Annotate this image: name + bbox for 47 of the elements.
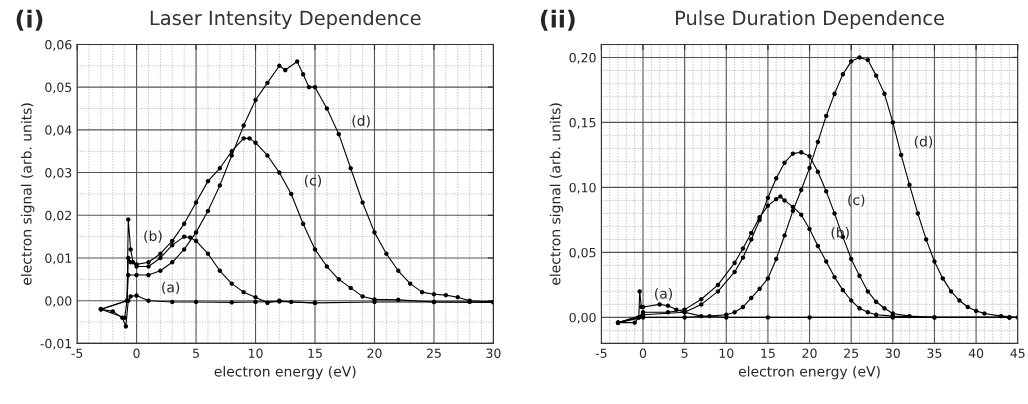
annotation: (c) [848, 194, 865, 207]
x-tick-label: 30 [885, 348, 900, 358]
y-tick-label: 0,01 [45, 253, 72, 265]
x-tick-label: 10 [248, 348, 263, 358]
x-tick-label: 35 [927, 348, 942, 358]
x-tick-label: -5 [71, 348, 83, 358]
x-tick-label: -5 [595, 348, 607, 358]
y-axis-title: electron signal (arb. units) [549, 103, 564, 285]
text: (i) [16, 9, 43, 31]
x-tick-label: 20 [367, 348, 382, 358]
x-tick-label: 25 [844, 348, 859, 358]
y-tick-label: -0,01 [40, 338, 72, 350]
y-tick-label: 0,20 [569, 52, 596, 64]
annotation: (b) [144, 230, 162, 243]
chart-title: Laser Intensity Dependence [150, 10, 421, 30]
annotation: (a) [162, 281, 180, 295]
text: (ii) [540, 9, 575, 31]
chart-title: Pulse Duration Dependence [676, 10, 944, 30]
x-tick-label: 40 [968, 348, 984, 358]
annotation: (c) [304, 174, 321, 188]
x-tick-label: 5 [681, 348, 688, 358]
x-tick-label: 5 [193, 348, 199, 358]
x-axis-title: electron energy (eV) [738, 365, 880, 380]
y-tick-label: 0,03 [45, 168, 72, 179]
y-tick-label: 0,02 [45, 210, 71, 222]
y-tick-label: 0,06 [45, 39, 72, 51]
y-tick-label: 0,00 [569, 312, 596, 324]
annotation: (d) [914, 135, 933, 149]
annotation: (a) [655, 288, 672, 301]
x-tick-label: 0 [639, 348, 647, 358]
y-tick-label: 0,00 [45, 296, 72, 307]
x-tick-label: 45 [1010, 348, 1025, 358]
y-tick-label: 0,05 [45, 82, 72, 94]
y-tick-label: 0,04 [45, 125, 72, 137]
x-tick-label: 10 [719, 348, 734, 358]
y-tick-label: 0,15 [569, 117, 596, 129]
x-tick-label: 0 [133, 348, 140, 358]
y-tick-label: 0,05 [569, 247, 596, 259]
annotation: (d) [352, 115, 370, 128]
x-tick-label: 15 [761, 348, 775, 358]
y-tick-label: 0,10 [569, 182, 596, 194]
y-axis-title: electron signal (arb. units) [20, 103, 35, 285]
x-tick-label: 15 [308, 348, 322, 358]
x-tick-label: 20 [802, 348, 817, 358]
x-tick-label: 25 [426, 348, 441, 358]
x-axis-title: electron energy (eV) [214, 365, 356, 380]
x-tick-label: 30 [486, 348, 501, 358]
